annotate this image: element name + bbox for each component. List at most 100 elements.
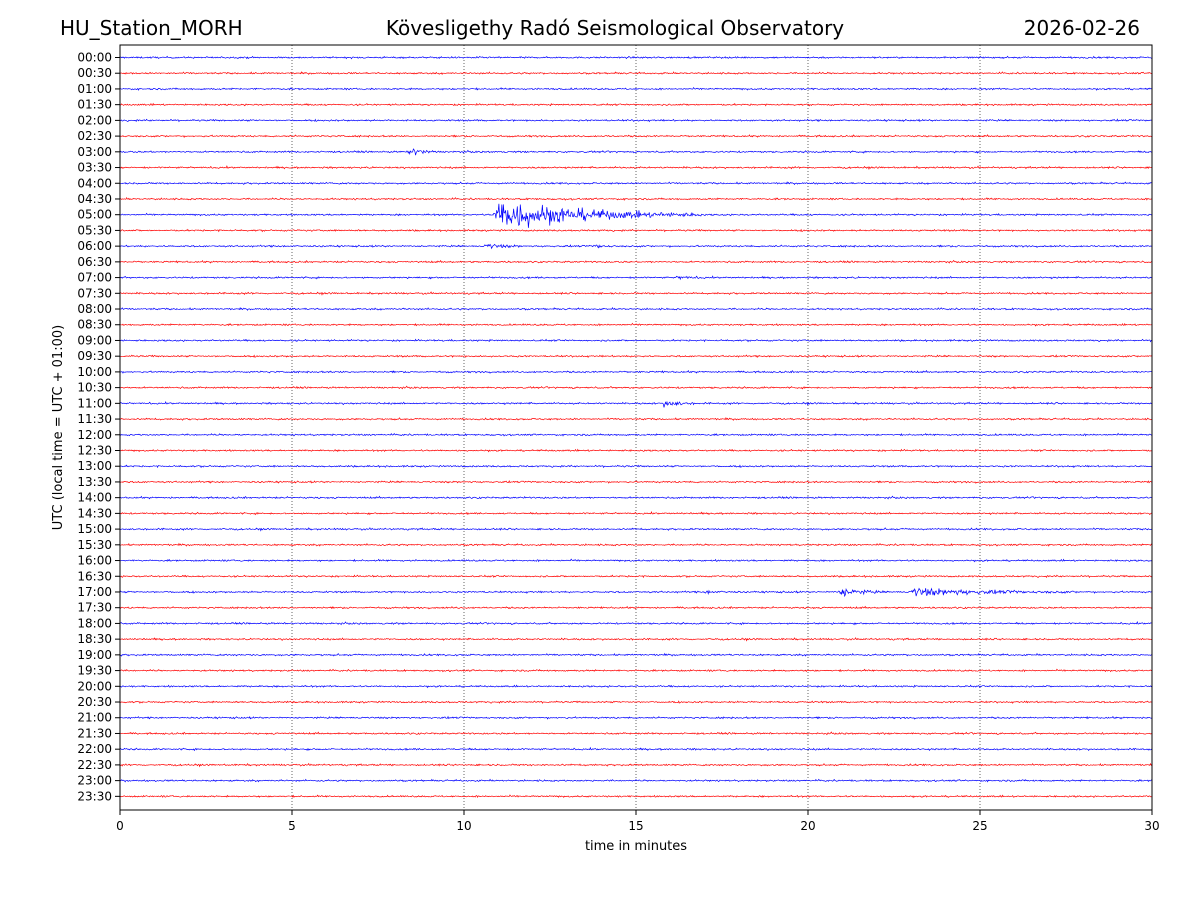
trace-row-0000 <box>119 55 1153 60</box>
y-tick-label: 20:00 <box>77 679 112 693</box>
trace-row-0800 <box>119 306 1153 311</box>
trace-group <box>119 55 1153 799</box>
y-tick-label: 05:30 <box>77 223 112 237</box>
y-tick-label: 15:00 <box>77 522 112 536</box>
y-tick-label: 06:00 <box>77 239 112 253</box>
trace-row-0130 <box>119 102 1153 107</box>
trace-row-0030 <box>119 71 1153 76</box>
y-tick-label: 12:00 <box>77 428 112 442</box>
y-tick-label: 10:30 <box>77 381 112 395</box>
trace-row-0500 <box>119 203 1153 228</box>
trace-row-1100 <box>119 400 1153 408</box>
trace-row-0530 <box>119 228 1153 233</box>
trace-row-0100 <box>119 86 1153 91</box>
y-tick-label: 08:00 <box>77 302 112 316</box>
trace-row-1130 <box>119 417 1153 421</box>
y-tick-label: 10:00 <box>77 365 112 379</box>
trace-row-2230 <box>119 762 1153 768</box>
trace-row-1430 <box>119 511 1153 516</box>
x-tick-label: 5 <box>288 819 296 833</box>
trace-row-0900 <box>119 338 1153 343</box>
x-tick-label: 25 <box>972 819 987 833</box>
trace-row-0230 <box>119 134 1153 138</box>
trace-row-1530 <box>119 542 1153 547</box>
y-tick-label: 03:30 <box>77 161 112 175</box>
y-tick-label: 17:30 <box>77 601 112 615</box>
y-tick-label: 15:30 <box>77 538 112 552</box>
trace-row-0400 <box>119 181 1153 186</box>
trace-row-0300 <box>119 148 1153 156</box>
trace-row-1000 <box>119 369 1153 374</box>
y-tick-label: 19:00 <box>77 648 112 662</box>
x-tick-label: 10 <box>456 819 471 833</box>
trace-row-0430 <box>119 197 1153 201</box>
trace-row-0200 <box>119 118 1153 123</box>
trace-row-1230 <box>119 448 1153 453</box>
trace-row-0330 <box>119 165 1153 171</box>
y-tick-label: 20:30 <box>77 695 112 709</box>
y-tick-label: 11:30 <box>77 412 112 426</box>
y-tick-label: 19:30 <box>77 664 112 678</box>
trace-row-1030 <box>119 385 1153 390</box>
y-tick-label: 17:00 <box>77 585 112 599</box>
y-tick-label: 05:00 <box>77 208 112 222</box>
trace-row-1900 <box>119 652 1153 657</box>
x-axis-label: time in minutes <box>585 839 687 854</box>
y-tick-label: 03:00 <box>77 145 112 159</box>
y-tick-label: 18:00 <box>77 616 112 630</box>
y-tick-label: 01:30 <box>77 98 112 112</box>
trace-row-0630 <box>119 259 1153 264</box>
trace-row-0730 <box>119 291 1153 296</box>
y-tick-label: 07:00 <box>77 271 112 285</box>
y-tick-label: 08:30 <box>77 318 112 332</box>
y-tick-label: 01:00 <box>77 82 112 96</box>
date-title: 2026-02-26 <box>1023 16 1140 40</box>
trace-row-1730 <box>119 605 1153 610</box>
y-tick-label: 16:00 <box>77 554 112 568</box>
x-tick-label: 15 <box>628 819 643 833</box>
y-tick-label: 13:00 <box>77 459 112 473</box>
y-tick-label: 14:30 <box>77 506 112 520</box>
y-tick-label: 02:00 <box>77 113 112 127</box>
trace-row-0830 <box>119 322 1153 327</box>
trace-row-2000 <box>119 684 1153 689</box>
y-tick-label: 06:30 <box>77 255 112 269</box>
trace-row-0930 <box>119 354 1153 359</box>
trace-row-2100 <box>119 715 1153 720</box>
y-tick-label: 18:30 <box>77 632 112 646</box>
trace-row-1500 <box>119 527 1153 532</box>
y-tick-label: 12:30 <box>77 444 112 458</box>
y-tick-label: 21:00 <box>77 711 112 725</box>
y-tick-label: 13:30 <box>77 475 112 489</box>
trace-row-1630 <box>119 574 1153 579</box>
trace-row-1830 <box>119 637 1153 642</box>
trace-row-2030 <box>119 700 1153 704</box>
trace-row-2130 <box>119 731 1153 736</box>
trace-row-1700 <box>119 587 1153 598</box>
trace-row-1330 <box>119 479 1153 484</box>
y-tick-label: 09:00 <box>77 333 112 347</box>
trace-row-0700 <box>119 275 1153 281</box>
y-tick-label: 23:30 <box>77 789 112 803</box>
x-tick-label: 20 <box>800 819 815 833</box>
y-tick-label: 22:00 <box>77 742 112 756</box>
trace-row-1400 <box>119 495 1153 500</box>
y-tick-label: 00:00 <box>77 51 112 65</box>
trace-row-1930 <box>119 668 1153 673</box>
y-tick-label: 04:30 <box>77 192 112 206</box>
y-tick-label: 11:00 <box>77 396 112 410</box>
trace-row-1800 <box>119 621 1153 626</box>
y-tick-label: 22:30 <box>77 758 112 772</box>
x-tick-label: 30 <box>1144 819 1159 833</box>
y-tick-label: 04:00 <box>77 176 112 190</box>
y-tick-label: 09:30 <box>77 349 112 363</box>
trace-row-1200 <box>119 432 1153 437</box>
x-tick-labels: 0 5 10 15 20 25 30 <box>116 810 1160 833</box>
x-tick-label: 0 <box>116 819 124 833</box>
station-title: HU_Station_MORH <box>60 16 243 40</box>
y-tick-label: 00:30 <box>77 66 112 80</box>
trace-row-2300 <box>119 778 1153 783</box>
trace-row-1600 <box>119 558 1153 563</box>
